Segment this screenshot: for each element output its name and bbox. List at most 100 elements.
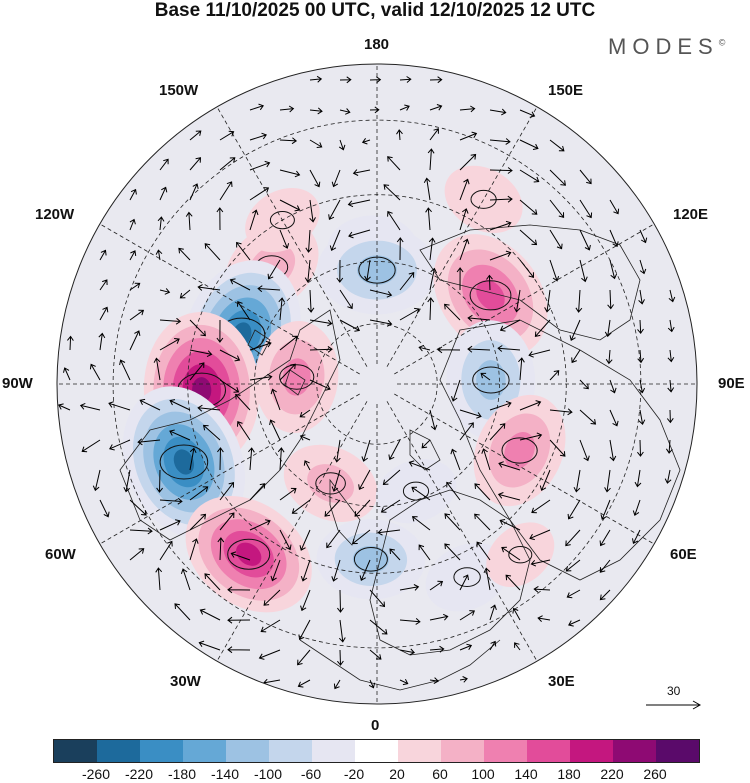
wind-arrow — [58, 403, 71, 411]
wind-arrow — [579, 199, 593, 219]
brand-mark: © — [718, 37, 726, 48]
wind-arrow — [399, 618, 421, 625]
wind-arrow — [227, 616, 251, 624]
wind-arrow — [189, 513, 207, 531]
colorbar-tick-label: 20 — [389, 766, 405, 782]
wind-arrow — [382, 469, 401, 486]
wind-arrow — [129, 188, 137, 201]
wind-arrow — [396, 129, 403, 141]
wind-arrow — [396, 237, 404, 261]
wind-arrow — [599, 529, 611, 547]
wind-arrow — [637, 349, 645, 364]
wind-arrow — [198, 640, 221, 651]
wind-arrow — [309, 75, 323, 83]
colorbar-tick-label: -140 — [210, 766, 240, 782]
wind-arrow — [519, 229, 538, 246]
wind-arrow — [309, 345, 333, 353]
wind-arrow — [119, 359, 131, 381]
colorbar-tick-label: 100 — [471, 766, 495, 782]
wind-arrow — [219, 157, 236, 171]
wind-arrow — [600, 499, 611, 520]
wind-arrow — [156, 469, 163, 493]
lon-label-0: 0 — [371, 717, 380, 734]
wind-arrow — [197, 284, 221, 291]
wind-arrow — [157, 216, 165, 231]
wind-arrow — [459, 422, 474, 441]
colorbar-segment — [398, 740, 441, 762]
wind-arrow — [389, 548, 401, 561]
wind-arrow — [529, 529, 551, 541]
wind-arrow — [249, 103, 264, 111]
wind-arrow — [549, 229, 563, 250]
map-border — [56, 63, 698, 705]
wind-arrow — [604, 319, 612, 338]
wind-arrow — [513, 289, 521, 313]
wind-arrow — [667, 349, 675, 363]
wind-arrow — [480, 372, 491, 381]
wind-arrow — [489, 423, 506, 441]
wind-arrow — [429, 104, 443, 111]
wind-arrow — [217, 537, 225, 561]
anomaly-ring — [486, 522, 555, 588]
wind-arrow — [202, 424, 221, 441]
wind-arrow — [579, 439, 590, 462]
wind-arrow — [380, 499, 401, 513]
wind-arrow — [189, 183, 199, 201]
wind-arrow — [169, 429, 191, 441]
wind-arrow — [108, 401, 131, 411]
wind-arrow — [204, 573, 221, 591]
anomaly-ring — [173, 449, 195, 475]
wind-arrow — [279, 363, 296, 381]
wind-arrow — [217, 447, 224, 471]
wind-arrow — [549, 259, 560, 282]
wind-arrow — [338, 139, 346, 151]
colorbar-tick-label: -100 — [253, 766, 283, 782]
anomaly-core-contour — [472, 366, 510, 394]
wind-arrow — [189, 362, 205, 381]
meridian — [99, 223, 360, 375]
wind-arrow — [339, 76, 352, 84]
wind-arrow — [219, 379, 240, 393]
wind-arrow — [279, 487, 297, 501]
wind-arrow — [159, 158, 169, 171]
wind-arrow — [279, 199, 301, 212]
colorbar-tick-label: -180 — [167, 766, 197, 782]
wind-arrow — [324, 499, 341, 517]
anomaly-ring — [504, 431, 535, 470]
wind-arrow — [180, 568, 191, 591]
wind-arrow — [249, 132, 267, 141]
wind-arrow — [63, 367, 71, 381]
wind-arrow — [609, 439, 617, 462]
wind-vectors — [58, 75, 676, 690]
wind-arrow — [459, 153, 477, 171]
anomaly-ring — [476, 360, 506, 400]
anomaly-core-contour — [159, 444, 209, 480]
wind-arrow — [408, 460, 431, 471]
wind-arrow — [605, 349, 613, 365]
wind-arrow — [429, 645, 445, 653]
wind-arrow — [219, 181, 233, 201]
wind-arrow — [189, 130, 202, 141]
wind-arrow — [429, 409, 438, 431]
colorbar-tick-label: -220 — [124, 766, 154, 782]
wind-arrow — [565, 559, 581, 572]
wind-arrow — [279, 529, 292, 551]
wind-arrow — [519, 259, 535, 278]
wind-arrow — [639, 259, 647, 275]
brand-logo: MODES© — [608, 34, 725, 60]
wind-arrow — [237, 301, 251, 321]
wind-arrow — [279, 105, 295, 113]
wind-arrow — [337, 589, 344, 613]
wind-arrow — [299, 409, 311, 418]
wind-arrow — [291, 499, 311, 514]
wind-arrow — [178, 247, 191, 261]
wind-arrow — [303, 460, 311, 471]
wind-arrow — [98, 332, 106, 351]
wind-arrow — [139, 398, 161, 411]
wind-arrow — [418, 544, 431, 561]
wind-arrow — [300, 589, 311, 612]
wind-arrow — [444, 303, 461, 321]
wind-arrow — [297, 649, 311, 666]
wind-arrow — [269, 419, 281, 441]
colorbar-segment — [312, 740, 355, 762]
